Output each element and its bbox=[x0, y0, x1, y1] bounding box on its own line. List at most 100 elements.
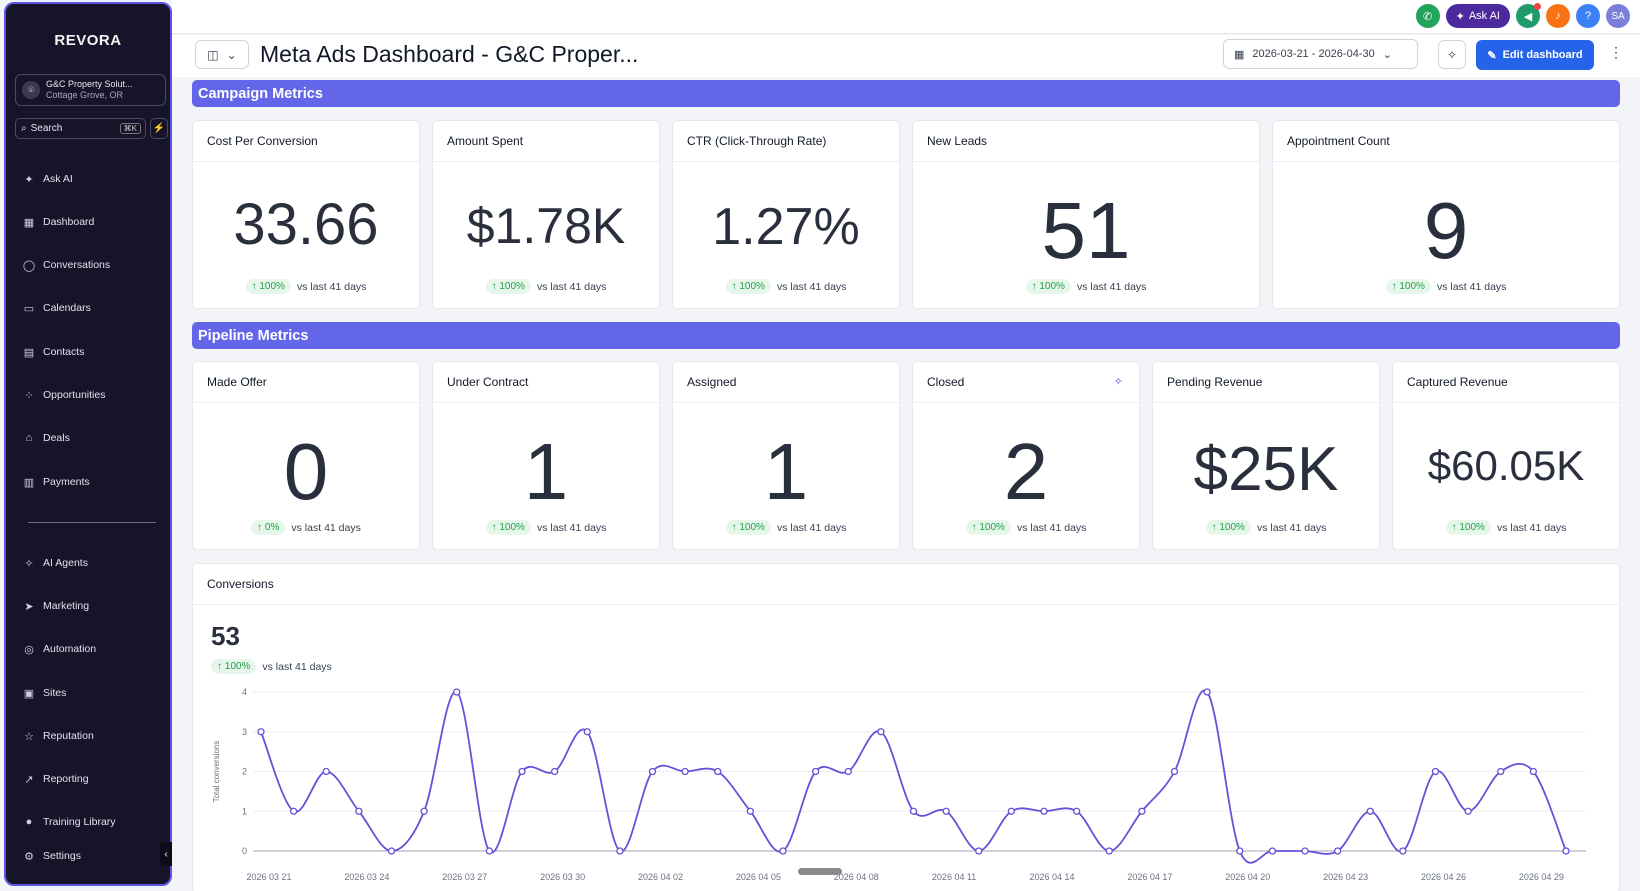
sidebar-item-reputation[interactable]: ☆ Reputation bbox=[22, 726, 94, 746]
data-point bbox=[909, 807, 918, 815]
metric-card-pending-revenue: Pending Revenue $25K ↑ 100% vs last 41 days bbox=[1152, 361, 1380, 550]
metric-card-amount-spent: Amount Spent $1.78K ↑ 100% vs last 41 days bbox=[432, 120, 660, 309]
data-point bbox=[1333, 847, 1342, 855]
sidebar-item-payments[interactable]: ▥ Payments bbox=[22, 472, 90, 492]
change-badge: ↑ 100% bbox=[1445, 520, 1491, 535]
ai-wand-button[interactable]: ✧ bbox=[1438, 40, 1466, 69]
sidebar-item-automation[interactable]: ◎ Automation bbox=[22, 639, 96, 659]
sidebar-item-conversations[interactable]: ◯ Conversations bbox=[22, 255, 110, 275]
comparison-text: vs last 41 days bbox=[536, 521, 607, 534]
horizontal-scroll-handle[interactable] bbox=[798, 868, 842, 875]
metric-value: 33.66 bbox=[233, 192, 379, 257]
change-badge: ↑ 100% bbox=[1205, 520, 1251, 535]
magic-wand-icon[interactable]: ✧ bbox=[1113, 376, 1123, 388]
y-tick-label: 0 bbox=[242, 846, 247, 856]
series-line bbox=[260, 689, 1567, 864]
sidebar-item-training-library[interactable]: ● Training Library bbox=[22, 812, 116, 832]
conversions-line-chart: 0 1 2 3 4 Total conversions 2026 03 21 2026 03 … bbox=[212, 687, 1586, 882]
account-switcher[interactable]: ⌾ G&C Property Solut... Cottage Grove, O… bbox=[15, 74, 166, 106]
sidebar-item-ai-agents[interactable]: ✧ AI Agents bbox=[22, 553, 88, 573]
x-tick-label: 2026 04 17 bbox=[1127, 872, 1172, 882]
data-point bbox=[844, 767, 852, 776]
chevron-down-icon: ⌄ bbox=[1382, 48, 1392, 61]
avatar[interactable]: SA bbox=[1606, 4, 1630, 28]
sidebar-item-settings[interactable]: ⚙ Settings bbox=[22, 846, 81, 866]
change-badge: ↑ 100% bbox=[245, 279, 291, 294]
card-title: Closed ✧ bbox=[913, 362, 1139, 403]
search-input[interactable]: ⌕ Search ⌘K bbox=[15, 118, 146, 139]
change-badge: ↑ 100% bbox=[485, 279, 531, 294]
sidebar-item-calendars[interactable]: ▭ Calendars bbox=[22, 298, 91, 318]
more-options-button[interactable]: ⋮ bbox=[1609, 44, 1623, 61]
data-point bbox=[1497, 767, 1505, 776]
sidebar-item-label: Deals bbox=[43, 432, 70, 444]
card-title-text: Captured Revenue bbox=[1407, 375, 1508, 389]
announcements-button[interactable]: ◀ bbox=[1516, 3, 1541, 28]
data-point bbox=[1464, 807, 1472, 815]
notifications-button[interactable]: ♪ bbox=[1546, 4, 1570, 28]
help-button[interactable]: ? bbox=[1576, 4, 1600, 28]
sidebar-item-label: Contacts bbox=[43, 346, 85, 358]
change-badge: ↑ 100% bbox=[965, 520, 1011, 535]
account-name: G&C Property Solut... bbox=[46, 79, 133, 89]
data-point bbox=[1431, 767, 1440, 776]
data-point bbox=[355, 807, 363, 815]
metric-card-under-contract: Under Contract 1 ↑ 100% vs last 41 days bbox=[432, 361, 660, 550]
sidebar-item-ask-ai[interactable]: ✦ Ask AI bbox=[22, 169, 72, 189]
sidebar-item-opportunities[interactable]: ⁘ Opportunities bbox=[22, 385, 105, 405]
sidebar-item-reporting[interactable]: ↗ Reporting bbox=[22, 769, 88, 789]
data-point bbox=[877, 728, 885, 736]
x-tick-label: 2026 04 08 bbox=[834, 872, 879, 882]
sidebar-item-label: Payments bbox=[43, 476, 90, 488]
sidebar-item-sites[interactable]: ▣ Sites bbox=[22, 683, 67, 703]
comparison-text: vs last 41 days bbox=[296, 280, 367, 293]
sidebar-item-dashboard[interactable]: ▦ Dashboard bbox=[22, 212, 95, 232]
metric-value: 51 bbox=[1041, 186, 1131, 275]
data-point bbox=[322, 767, 330, 776]
avatar-initials: SA bbox=[1611, 10, 1625, 22]
search-label: Search bbox=[30, 123, 63, 134]
metric-card-made-offer: Made Offer 0 ↑ 0% vs last 41 days bbox=[192, 361, 420, 550]
quick-action-button[interactable]: ⚡ bbox=[150, 118, 168, 139]
data-point bbox=[1072, 807, 1081, 815]
comparison-text: vs last 41 days bbox=[776, 521, 847, 534]
edit-dashboard-button[interactable]: ✎ Edit dashboard bbox=[1476, 40, 1594, 70]
metric-value: $60.05K bbox=[1427, 442, 1585, 489]
conversions-total: 53 bbox=[211, 621, 240, 651]
layout-toggle-button[interactable]: ◫ ⌄ bbox=[195, 40, 249, 69]
phone-button[interactable]: ✆ bbox=[1415, 4, 1440, 28]
bell-icon: ♪ bbox=[1555, 10, 1561, 22]
sidebar-item-label: Training Library bbox=[43, 816, 116, 828]
page-title: Meta Ads Dashboard - G&C Proper... bbox=[260, 41, 639, 67]
sidebar-item-deals[interactable]: ⌂ Deals bbox=[22, 428, 70, 448]
ask-ai-button[interactable]: ✦ Ask AI bbox=[1445, 4, 1510, 28]
metric-value: 1 bbox=[523, 427, 569, 516]
collapse-sidebar-button[interactable]: ‹ bbox=[160, 842, 172, 866]
sidebar-item-marketing[interactable]: ➤ Marketing bbox=[22, 596, 89, 616]
card-title: Appointment Count bbox=[1273, 121, 1619, 162]
sidebar-item-label: Conversations bbox=[43, 259, 111, 271]
data-point bbox=[1529, 767, 1538, 776]
comparison-text: vs last 41 days bbox=[1076, 280, 1147, 293]
edit-dashboard-label: Edit dashboard bbox=[1502, 49, 1583, 61]
dashboard-header: ◫ ⌄ Meta Ads Dashboard - G&C Proper... ▦… bbox=[172, 35, 1640, 77]
sidebar-divider bbox=[28, 522, 156, 523]
lightning-icon: ⚡ bbox=[152, 123, 166, 134]
card-title: Pending Revenue bbox=[1153, 362, 1379, 403]
sidebar-item-label: Settings bbox=[43, 850, 81, 862]
data-point bbox=[811, 767, 820, 776]
gear-icon: ⚙ bbox=[24, 850, 34, 863]
data-point bbox=[550, 767, 559, 776]
date-range-picker[interactable]: ▦ 2026-03-21 - 2026-04-30 ⌄ bbox=[1223, 39, 1418, 69]
data-point bbox=[714, 767, 722, 776]
sidebar-item-contacts[interactable]: ▤ Contacts bbox=[22, 342, 85, 362]
x-tick-label: 2026 04 14 bbox=[1029, 872, 1074, 882]
y-axis-label: Total conversions bbox=[212, 741, 221, 803]
data-point bbox=[681, 767, 689, 776]
data-point bbox=[1399, 847, 1407, 855]
data-point bbox=[1105, 847, 1113, 855]
x-tick-label: 2026 03 21 bbox=[246, 872, 291, 882]
metric-card-new-leads: New Leads 51 ↑ 100% vs last 41 days bbox=[912, 120, 1260, 309]
change-badge: ↑ 100% bbox=[1385, 279, 1431, 294]
ask-ai-label: Ask AI bbox=[1468, 10, 1500, 22]
